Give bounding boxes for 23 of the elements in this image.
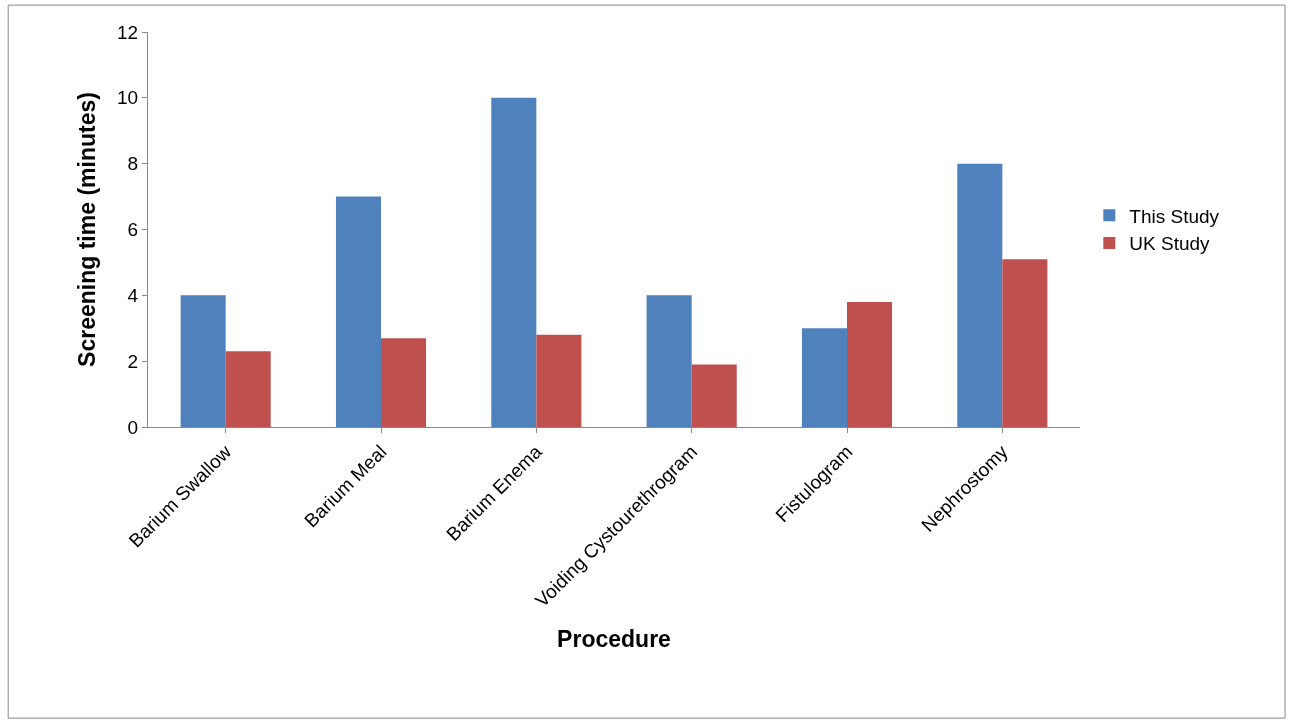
y-tick-label: 12: [117, 21, 139, 43]
bar: [180, 295, 226, 427]
y-tick-label: 2: [127, 350, 139, 372]
bar: [646, 295, 692, 427]
bar: [847, 301, 893, 427]
bar: [1002, 259, 1048, 427]
y-axis-title: Screening time (minutes): [73, 92, 100, 367]
bar: [381, 338, 427, 427]
bar: [691, 364, 737, 427]
y-tick-label: 4: [127, 284, 139, 306]
bar: [335, 196, 381, 427]
x-axis-title: Procedure: [557, 625, 671, 652]
legend-label: This Study: [1129, 205, 1220, 227]
bar: [801, 328, 847, 427]
bar: [957, 163, 1003, 427]
y-tick-label: 8: [127, 153, 139, 175]
bar: [225, 351, 271, 427]
legend-label: UK Study: [1129, 233, 1211, 255]
y-tick-label: 10: [117, 87, 139, 109]
y-tick-label: 0: [127, 416, 139, 438]
bar: [491, 97, 537, 427]
bar: [536, 334, 582, 427]
y-tick-label: 6: [127, 219, 139, 241]
